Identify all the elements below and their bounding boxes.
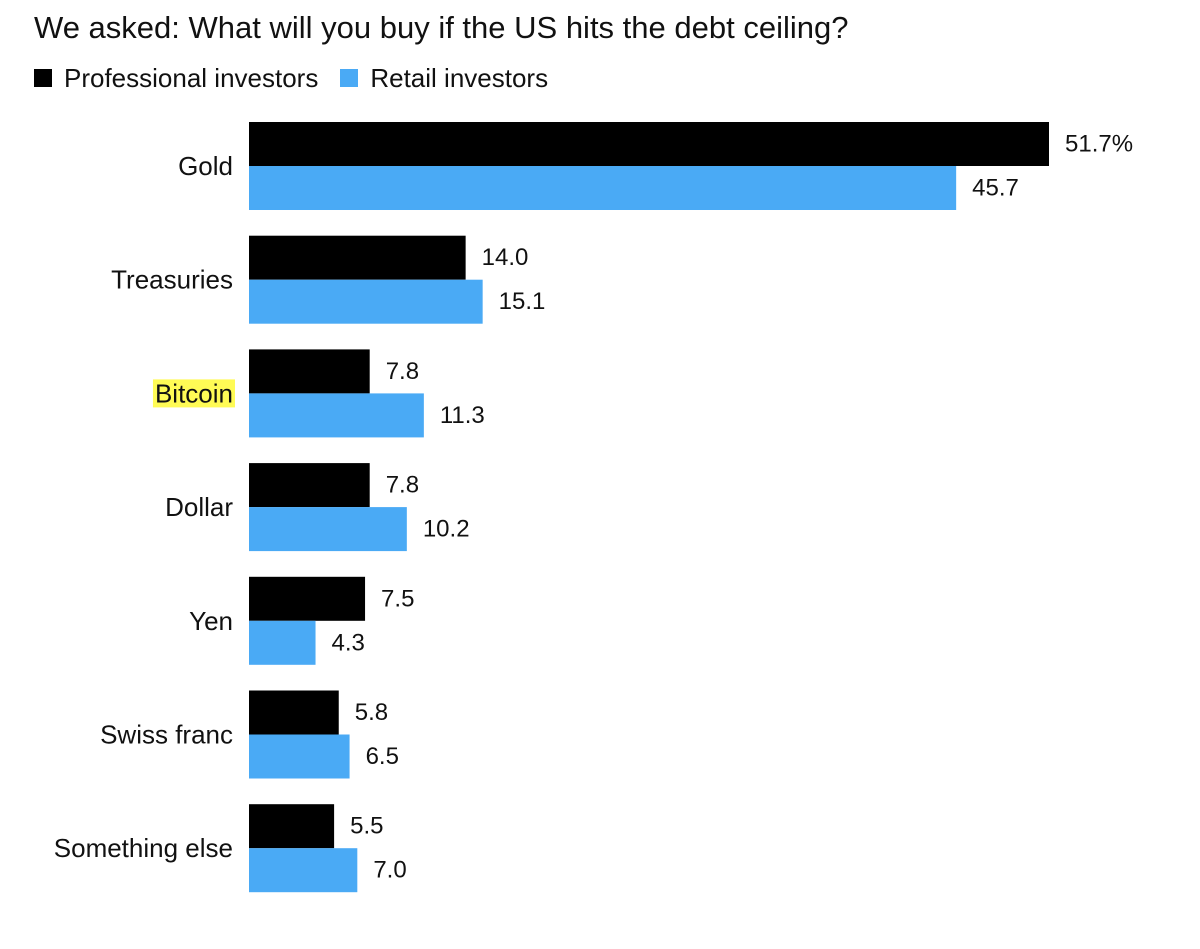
category-label-treasuries: Treasuries (111, 265, 233, 295)
bar-retail-swiss-franc (249, 734, 350, 779)
value-label-professional-bitcoin: 7.8 (386, 358, 419, 385)
value-label-retail-gold: 45.7 (972, 175, 1019, 202)
legend-swatch-retail (340, 69, 359, 87)
bar-professional-treasuries (249, 235, 466, 280)
chart-title: We asked: What will you buy if the US hi… (34, 10, 849, 45)
category-label-bitcoin: Bitcoin (155, 378, 233, 408)
legend: Professional investors Retail investors (34, 60, 570, 96)
bar-retail-gold (249, 166, 957, 210)
bar-retail-something-else (249, 848, 358, 893)
legend-item-retail: Retail investors (340, 62, 548, 94)
bar-professional-bitcoin (249, 349, 370, 394)
category-label-swiss-franc: Swiss franc (100, 720, 233, 750)
value-label-professional-yen: 7.5 (381, 585, 414, 612)
bar-retail-bitcoin (249, 393, 424, 438)
legend-item-professional: Professional investors (34, 62, 318, 94)
bar-professional-yen (249, 576, 366, 621)
category-highlight-bitcoin (152, 379, 235, 408)
value-label-professional-dollar: 7.8 (386, 472, 419, 499)
value-label-retail-something-else: 7.0 (373, 857, 406, 884)
category-label-gold: Gold (178, 151, 233, 181)
value-label-professional-something-else: 5.5 (350, 813, 383, 840)
category-label-something-else: Something else (54, 833, 233, 863)
value-label-professional-gold: 51.7% (1065, 131, 1133, 158)
bar-professional-gold (249, 122, 1049, 166)
category-label-yen: Yen (189, 606, 233, 636)
legend-label-retail: Retail investors (370, 63, 549, 93)
value-label-professional-treasuries: 14.0 (482, 244, 529, 271)
value-label-professional-swiss-franc: 5.8 (355, 699, 388, 726)
bar-retail-treasuries (249, 279, 483, 324)
value-label-retail-yen: 4.3 (332, 629, 365, 656)
legend-label-professional: Professional investors (64, 63, 319, 93)
bar-professional-something-else (249, 804, 335, 849)
value-label-retail-bitcoin: 11.3 (440, 402, 485, 429)
value-label-retail-treasuries: 15.1 (499, 288, 546, 315)
bar-retail-dollar (249, 507, 407, 552)
category-label-dollar: Dollar (165, 492, 233, 522)
bar-retail-yen (249, 620, 316, 665)
value-label-retail-dollar: 10.2 (423, 516, 470, 543)
bar-professional-dollar (249, 463, 370, 508)
bar-professional-swiss-franc (249, 690, 339, 735)
legend-swatch-professional (34, 69, 52, 87)
value-label-retail-swiss-franc: 6.5 (366, 743, 399, 770)
